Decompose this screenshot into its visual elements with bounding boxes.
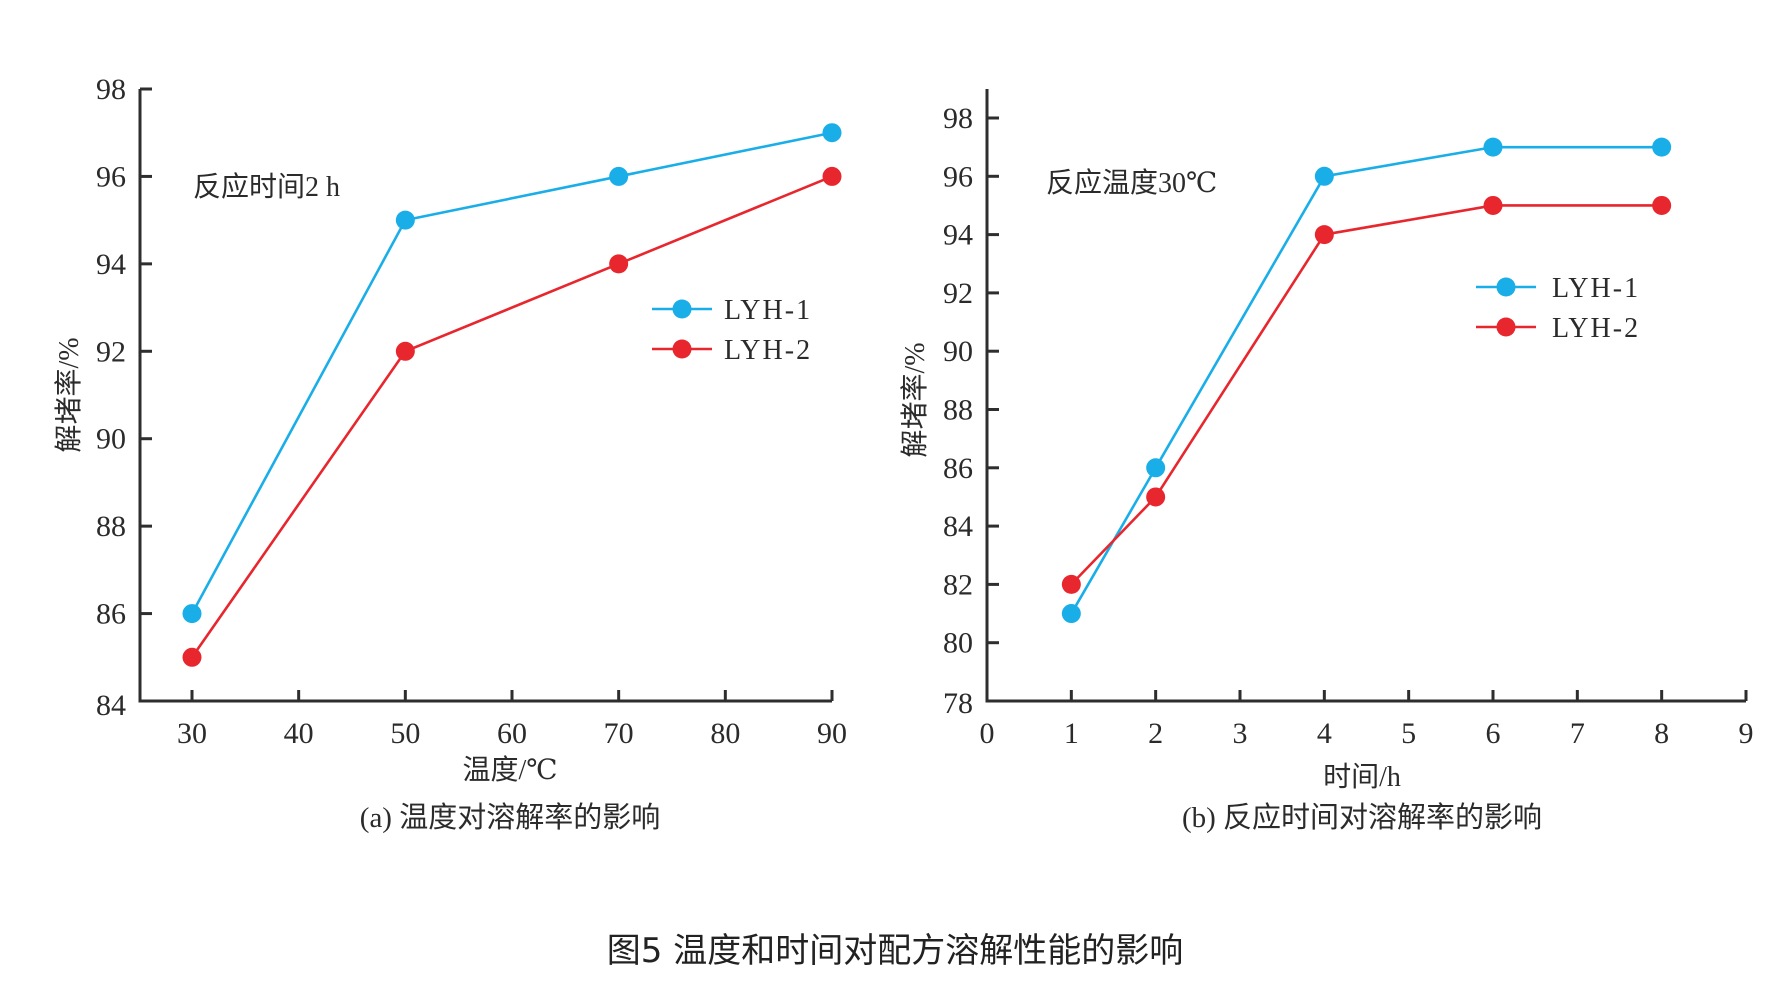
legend-item-lyh-2: LYH-2 [1476, 313, 1640, 344]
y-tick-label: 78 [943, 687, 973, 720]
data-point-lyh-2 [1061, 574, 1081, 594]
x-tick-label: 1 [1064, 717, 1079, 750]
x-tick-label: 0 [980, 717, 995, 750]
x-tick-label: 50 [390, 717, 420, 750]
data-point-lyh-2 [822, 166, 842, 186]
y-tick-label: 88 [96, 510, 126, 543]
y-tick-label: 98 [96, 73, 126, 106]
x-axis-title: 温度/℃ [462, 754, 557, 786]
data-point-lyh-1 [822, 123, 842, 143]
y-tick-label: 92 [943, 277, 973, 310]
x-tick-label: 90 [817, 717, 847, 750]
y-tick-label: 86 [96, 598, 126, 631]
data-point-lyh-1 [1314, 166, 1334, 186]
y-axis-title: 解堵率/% [899, 342, 931, 457]
x-axis-title: 时间/h [1323, 761, 1401, 793]
y-axis-title: 解堵率/% [53, 337, 85, 452]
data-point-lyh-1 [395, 210, 415, 230]
series-line-lyh-2 [1070, 204, 1662, 586]
y-tick-label: 88 [943, 394, 973, 427]
y-tick-label: 90 [96, 423, 126, 456]
series-line-lyh-2 [190, 175, 833, 659]
x-tick-label: 5 [1401, 717, 1416, 750]
y-tick-label: 96 [943, 160, 973, 193]
legend-marker-icon [1496, 277, 1516, 297]
legend-marker-icon [672, 339, 692, 359]
y-tick-label: 80 [943, 627, 973, 660]
legend-item-lyh-1: LYH-1 [652, 295, 812, 326]
data-point-lyh-2 [395, 341, 415, 361]
x-tick-label: 7 [1570, 717, 1585, 750]
y-tick-label: 86 [943, 452, 973, 485]
subplot-caption: (b) 反应时间对溶解率的影响 [1182, 801, 1542, 834]
data-point-lyh-2 [1652, 195, 1672, 215]
x-tick-label: 4 [1317, 717, 1332, 750]
legend-label: LYH-2 [1552, 313, 1640, 344]
chart-a-temperature: 84 86 88 90 92 94 96 98 30 40 50 60 70 80 90 温度/℃ 解堵率/% 反… [53, 73, 847, 834]
condition-annotation: 反应时间2 h [193, 171, 340, 203]
x-tick-label: 8 [1654, 717, 1669, 750]
data-point-lyh-2 [609, 254, 629, 274]
legend-label: LYH-2 [724, 335, 812, 366]
legend-label: LYH-1 [1552, 273, 1640, 304]
y-tick-label: 84 [96, 689, 126, 722]
data-point-lyh-1 [1483, 137, 1503, 157]
x-tick-label: 80 [710, 717, 740, 750]
legend-marker-icon [672, 299, 692, 319]
data-point-lyh-2 [1483, 195, 1503, 215]
x-tick-label: 3 [1233, 717, 1248, 750]
y-tick-label: 92 [96, 335, 126, 368]
x-tick-label: 60 [497, 717, 527, 750]
y-tick-label: 98 [943, 102, 973, 135]
x-tick-label: 2 [1148, 717, 1163, 750]
y-tick-label: 90 [943, 335, 973, 368]
x-tick-label: 70 [604, 717, 634, 750]
condition-annotation: 反应温度30℃ [1046, 167, 1217, 199]
data-point-lyh-2 [1314, 225, 1334, 245]
y-tick-label: 96 [96, 160, 126, 193]
series-line-lyh-1 [1070, 145, 1662, 615]
data-point-lyh-1 [1146, 458, 1166, 478]
legend-label: LYH-1 [724, 295, 812, 326]
legend-item-lyh-1: LYH-1 [1476, 273, 1640, 304]
subplot-caption: (a) 温度对溶解率的影响 [360, 801, 660, 834]
data-point-lyh-1 [1652, 137, 1672, 157]
data-point-lyh-1 [609, 166, 629, 186]
legend-item-lyh-2: LYH-2 [652, 335, 812, 366]
x-tick-label: 30 [177, 717, 207, 750]
x-tick-label: 6 [1486, 717, 1501, 750]
y-tick-label: 94 [96, 248, 126, 281]
data-point-lyh-1 [1061, 604, 1081, 624]
y-tick-label: 82 [943, 568, 973, 601]
data-point-lyh-1 [182, 604, 202, 624]
y-tick-label: 94 [943, 219, 973, 252]
x-tick-label: 40 [284, 717, 314, 750]
series-line-lyh-1 [190, 131, 833, 615]
figure-title: 图5 温度和时间对配方溶解性能的影响 [607, 931, 1183, 971]
data-point-lyh-2 [182, 647, 202, 667]
legend-marker-icon [1496, 317, 1516, 337]
data-point-lyh-2 [1146, 487, 1166, 507]
y-tick-label: 84 [943, 510, 973, 543]
x-tick-label: 9 [1739, 717, 1754, 750]
